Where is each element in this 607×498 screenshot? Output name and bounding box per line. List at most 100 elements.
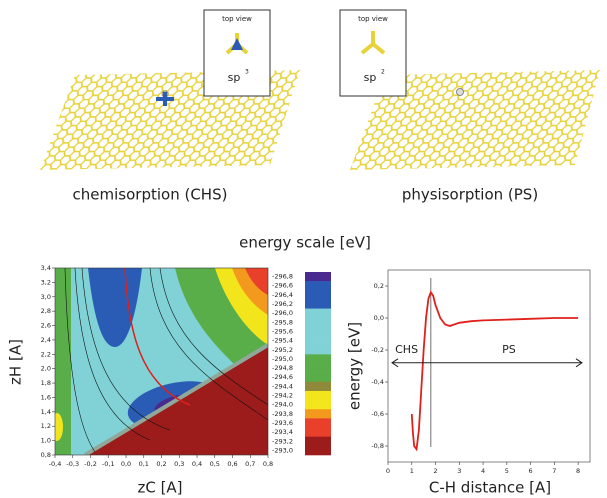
y-tick-label: -0,4 [371, 378, 384, 386]
y-tick-label: 2,2 [41, 350, 51, 358]
colorbar-label: -296,0 [272, 309, 293, 317]
x-tick-label: 0,8 [263, 460, 273, 468]
colorbar-level [305, 345, 331, 355]
colorbar-level [305, 400, 331, 410]
colorbar-level [305, 418, 331, 428]
colorbar-label: -296,2 [272, 300, 293, 308]
x-tick-label: 0,2 [156, 460, 166, 468]
x-tick-label: 1 [410, 467, 414, 475]
colorbar-level [305, 354, 331, 364]
colorbar-level [305, 381, 331, 392]
y-tick-label: 2,8 [41, 307, 51, 315]
x-axis-label: C-H distance [A] [429, 479, 551, 497]
y-tick-label: 0,0 [374, 314, 384, 322]
y-axis-label: energy [eV] [346, 322, 364, 410]
y-tick-label: 3,2 [41, 278, 51, 286]
contour-field [55, 268, 268, 455]
colorbar-label: -295,8 [272, 318, 293, 326]
graphene-right [350, 70, 600, 170]
colorbar-level [305, 317, 331, 328]
inset-label: sp [228, 71, 241, 84]
x-tick-label: 7 [552, 467, 556, 475]
y-tick-label: 2,6 [41, 322, 51, 330]
x-tick-label: 4 [481, 467, 485, 475]
y-tick-label: 1,0 [41, 437, 51, 445]
x-tick-label: 8 [576, 467, 580, 475]
colorbar-label: -294,4 [272, 382, 293, 390]
colorbar-level [305, 290, 331, 300]
x-tick-label: 0,3 [174, 460, 184, 468]
colorbar-level [305, 308, 331, 319]
y-tick-label: -0,2 [371, 346, 384, 354]
caption: chemisorption (CHS) [73, 186, 228, 204]
colorbar-level [305, 272, 331, 282]
colorbar-label: -295,0 [272, 355, 293, 363]
inset-left: top view sp 3 [203, 9, 271, 97]
y-tick-label: 0,8 [41, 451, 51, 459]
colorbar-label: -294,6 [272, 373, 293, 381]
y-tick-label: 1,4 [41, 408, 51, 416]
colorbar-label: -293,0 [272, 446, 293, 454]
x-tick-label: -0,2 [84, 460, 97, 468]
y-tick-label: 1,8 [41, 379, 51, 387]
x-tick-label: -0,3 [66, 460, 79, 468]
y-tick-label: 0,2 [374, 282, 384, 290]
inset-label: sp [364, 71, 377, 84]
colorbar-level [305, 363, 331, 373]
range-arrow [391, 358, 583, 368]
y-tick-label: 3,4 [41, 264, 51, 272]
x-tick-label: 3 [457, 467, 461, 475]
colorbar-level [305, 427, 331, 437]
y-tick-label: -0,8 [371, 442, 384, 450]
colorbar-label: -293,4 [272, 428, 293, 436]
x-tick-label: 0,5 [210, 460, 220, 468]
colorbar-label: -296,4 [272, 291, 293, 299]
colorbar-level [305, 409, 331, 419]
line-series [410, 290, 579, 452]
colorbar-label: -294,0 [272, 401, 293, 409]
colorbar-label: -295,2 [272, 346, 293, 354]
y-tick-label: 3,0 [41, 293, 51, 301]
colorbar-label: -296,6 [272, 282, 293, 290]
annotation: PS [502, 343, 516, 356]
x-tick-label: 2 [433, 467, 437, 475]
colorbar-label: -295,6 [272, 327, 293, 335]
x-tick-label: 0,7 [245, 460, 255, 468]
colorbar-label: -293,8 [272, 410, 293, 418]
colorbar-level [305, 281, 331, 291]
x-tick-label: 0 [386, 467, 390, 475]
annotation: CHS [395, 343, 418, 356]
caption: physisorption (PS) [402, 186, 538, 204]
y-tick-label: -0,6 [371, 410, 384, 418]
colorbar-label: -294,2 [272, 392, 293, 400]
x-tick-label: -0,4 [49, 460, 62, 468]
x-tick-label: -0,1 [102, 460, 115, 468]
colorbar-label: -295,4 [272, 337, 293, 345]
inset-sup: 3 [245, 69, 249, 76]
colorbar-level [305, 445, 331, 456]
x-tick-label: 5 [505, 467, 509, 475]
colorbar-level [305, 336, 331, 346]
colorbar-level [305, 390, 331, 401]
colorbar-label: -293,2 [272, 437, 293, 445]
inset-title: top view [358, 15, 388, 23]
colorbar-label: -296,8 [272, 273, 293, 281]
x-tick-label: 6 [529, 467, 533, 475]
x-tick-label: 0,0 [121, 460, 131, 468]
y-tick-label: 1,6 [41, 393, 51, 401]
y-tick-label: 2,0 [41, 365, 51, 373]
x-tick-label: 0,4 [192, 460, 202, 468]
inset-right: top view sp 2 [339, 9, 407, 97]
y-axis-label: zH [A] [7, 339, 25, 385]
colorbar-label: -293,6 [272, 419, 293, 427]
colorbar-level [305, 326, 331, 337]
y-tick-label: 1,2 [41, 422, 51, 430]
y-tick-label: 2,4 [41, 336, 51, 344]
inset-sup: 2 [381, 69, 385, 76]
colorbar-level [305, 436, 331, 447]
x-tick-label: 0,1 [139, 460, 149, 468]
scale-title: energy scale [eV] [239, 234, 371, 252]
inset-title: top view [222, 15, 252, 23]
